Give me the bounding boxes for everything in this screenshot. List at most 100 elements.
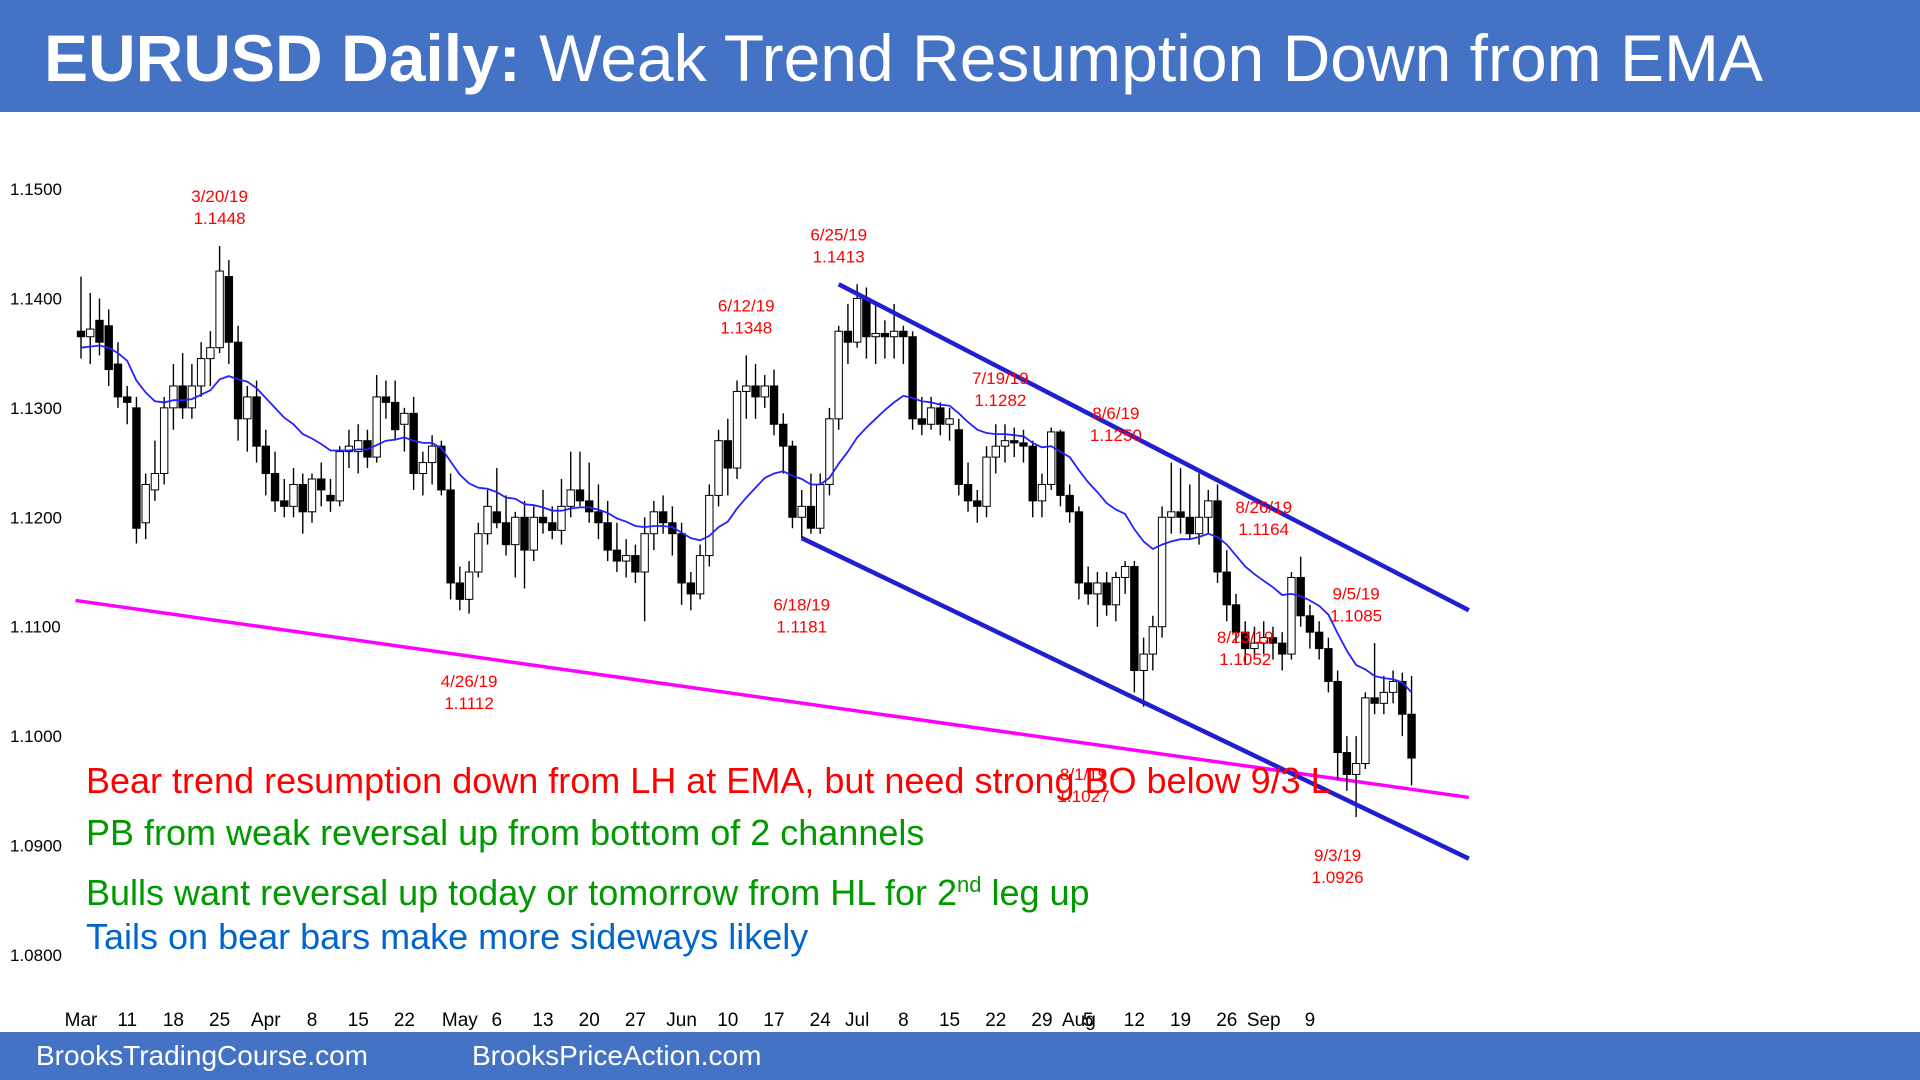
y-tick-label: 1.0900 — [10, 837, 62, 856]
bear-candle — [686, 582, 696, 595]
bull-candle — [1093, 582, 1102, 595]
bull-candle — [141, 483, 150, 524]
bear-candle — [575, 489, 585, 502]
bear-candle — [1185, 516, 1194, 535]
page-title: EURUSD Daily: Weak Trend Resumption Down… — [44, 18, 1763, 98]
bear-candle — [779, 423, 788, 447]
bear-candle — [1176, 511, 1185, 518]
bull-candle — [982, 456, 991, 507]
bull-candle — [289, 483, 298, 507]
bull-candle — [1037, 483, 1047, 502]
bear-candle — [899, 330, 908, 338]
bear-candle — [1305, 615, 1315, 633]
y-tick-label: 1.1000 — [10, 727, 62, 746]
annotation-price: 1.1027 — [1058, 787, 1110, 806]
ema-line — [80, 344, 1413, 694]
bear-candle — [806, 505, 816, 529]
bear-candle — [501, 522, 511, 546]
x-tick-label: 5 — [1083, 1010, 1094, 1031]
support-line-layer — [75, 598, 1470, 800]
x-tick-label: 8 — [898, 1010, 909, 1031]
bear-candle — [390, 401, 400, 431]
bear-candle — [381, 396, 391, 403]
bear-candle — [880, 332, 890, 338]
bull-candle — [695, 555, 705, 595]
bear-candle — [1268, 637, 1278, 644]
x-tick-label: 22 — [394, 1010, 415, 1031]
bear-candle — [908, 336, 917, 420]
bull-candle — [621, 555, 631, 562]
bull-candle — [1250, 642, 1259, 650]
x-tick-label: 12 — [1124, 1010, 1145, 1031]
bear-candle — [612, 549, 622, 562]
bull-candle — [871, 332, 880, 338]
footer-link-brookspriceaction[interactable]: BrooksPriceAction.com — [472, 1040, 762, 1071]
bear-candle — [409, 412, 418, 475]
x-tick-label: 27 — [625, 1010, 646, 1031]
annotation-date: 4/26/19 — [441, 672, 498, 691]
annotation-date: 6/18/19 — [773, 595, 830, 614]
bull-candle — [926, 407, 936, 425]
bull-candle — [825, 418, 834, 485]
x-tick-label: 17 — [763, 1010, 784, 1031]
bull-candle — [1204, 500, 1213, 518]
bear-candle — [298, 483, 307, 513]
y-tick-label: 1.1500 — [10, 180, 62, 199]
support-line-line — [75, 598, 1470, 800]
bear-candle — [973, 500, 982, 507]
bear-candle — [963, 483, 973, 502]
bull-candle — [159, 407, 169, 475]
note-bear-resumption: Bear trend resumption down from LH at EM… — [86, 760, 1331, 801]
footer-link-brookstradingcourse[interactable]: BrooksTradingCourse.com — [36, 1040, 368, 1071]
annotation-price: 1.0926 — [1312, 868, 1364, 887]
bear-candle — [1056, 431, 1065, 496]
bull-candle — [400, 412, 409, 425]
bear-candle — [1028, 445, 1037, 502]
bull-candle — [1259, 637, 1268, 644]
annotation-date: 6/25/19 — [810, 225, 867, 244]
bear-candle — [603, 522, 612, 551]
bear-candle — [631, 555, 640, 573]
bull-candle — [1139, 653, 1148, 671]
annotation-date: 9/3/19 — [1314, 846, 1361, 865]
bear-candle — [252, 396, 261, 447]
x-tick-label: Apr — [251, 1010, 281, 1031]
title-bold: EURUSD Daily: — [44, 21, 521, 95]
bear-candle — [917, 418, 927, 425]
bull-candle — [427, 445, 437, 464]
bull-candle — [760, 385, 769, 398]
annotation-price: 1.1112 — [444, 694, 493, 713]
candles-layer — [76, 245, 1416, 818]
bear-candle — [1019, 442, 1028, 447]
bear-candle — [446, 489, 455, 584]
x-tick-label: May — [442, 1010, 478, 1031]
bear-candle — [123, 396, 132, 403]
bull-candle — [1047, 431, 1056, 485]
bear-candle — [1102, 582, 1111, 606]
x-axis-labels: Mar 11 18 25 Apr 8 15 22 May 6 13 20 27 Jun 10 17 24 Jul 8… — [65, 1010, 1316, 1031]
annotation-date: 8/26/19 — [1235, 498, 1292, 517]
bull-candle — [483, 505, 492, 535]
bull-candle — [649, 511, 659, 535]
note-bulls-text: Bulls want reversal up today or tomorrow… — [86, 872, 957, 913]
bull-candle — [529, 516, 538, 551]
bull-candle — [1351, 763, 1361, 775]
bull-candle — [945, 418, 954, 425]
bear-candle — [936, 407, 945, 425]
bull-candle — [852, 297, 862, 343]
bull-candle — [816, 483, 825, 529]
bear-candle — [224, 276, 234, 343]
annotation-price: 1.1348 — [720, 319, 772, 338]
bear-candle — [1324, 648, 1333, 682]
annotation-price: 1.1250 — [1090, 426, 1142, 445]
bull-candle — [742, 385, 751, 392]
x-tick-label: Jul — [845, 1010, 869, 1031]
bear-candle — [1407, 713, 1416, 759]
bear-candle — [668, 522, 677, 535]
bull-candle — [215, 270, 224, 349]
bull-candle — [86, 328, 95, 338]
bull-candle — [1120, 566, 1130, 578]
annotation-date: 8/23/19 — [1217, 628, 1274, 647]
note-bulls-superscript: nd — [957, 872, 982, 897]
bear-candle — [538, 516, 548, 524]
